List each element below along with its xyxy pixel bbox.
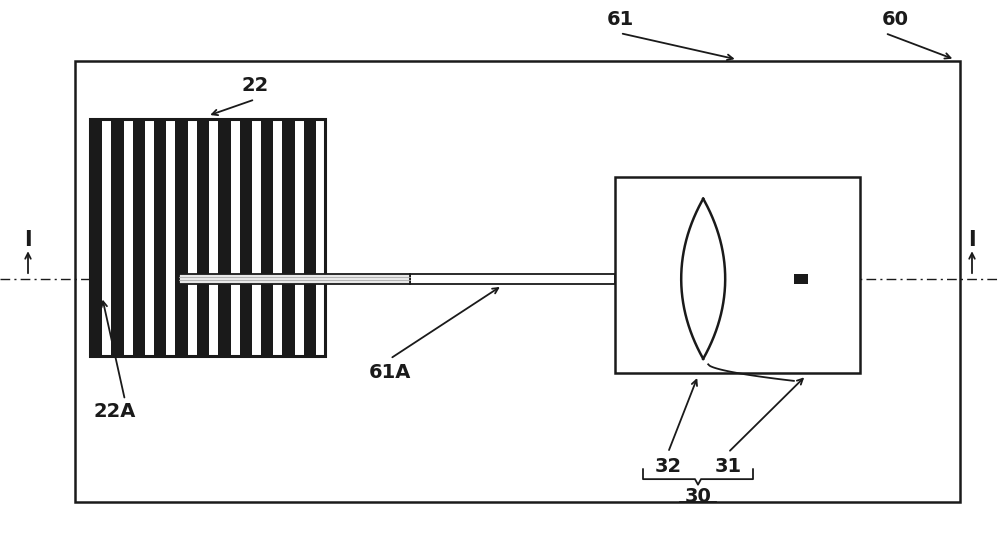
Bar bbox=[111, 119, 124, 356]
Bar bbox=[133, 119, 145, 356]
Text: 61: 61 bbox=[606, 10, 634, 29]
Bar bbox=[175, 119, 188, 356]
Text: 22A: 22A bbox=[94, 402, 136, 421]
Bar bbox=[410, 274, 615, 284]
Bar bbox=[794, 274, 808, 284]
Bar bbox=[282, 119, 295, 356]
Bar bbox=[154, 119, 166, 356]
Bar bbox=[90, 119, 325, 356]
Bar bbox=[179, 274, 410, 284]
Bar bbox=[75, 61, 960, 502]
Bar bbox=[197, 119, 209, 356]
Bar bbox=[304, 119, 316, 356]
Bar bbox=[218, 119, 231, 356]
Text: 22: 22 bbox=[241, 76, 269, 95]
Bar bbox=[615, 177, 860, 373]
Bar bbox=[240, 119, 252, 356]
Text: 30: 30 bbox=[685, 487, 711, 506]
Text: 31: 31 bbox=[714, 457, 742, 476]
Text: 32: 32 bbox=[654, 457, 682, 476]
Bar bbox=[90, 119, 325, 356]
Text: 61A: 61A bbox=[369, 363, 411, 382]
Text: I: I bbox=[24, 230, 32, 250]
Bar bbox=[90, 119, 102, 356]
Text: I: I bbox=[968, 230, 976, 250]
Bar bbox=[261, 119, 273, 356]
Text: 60: 60 bbox=[882, 10, 908, 29]
